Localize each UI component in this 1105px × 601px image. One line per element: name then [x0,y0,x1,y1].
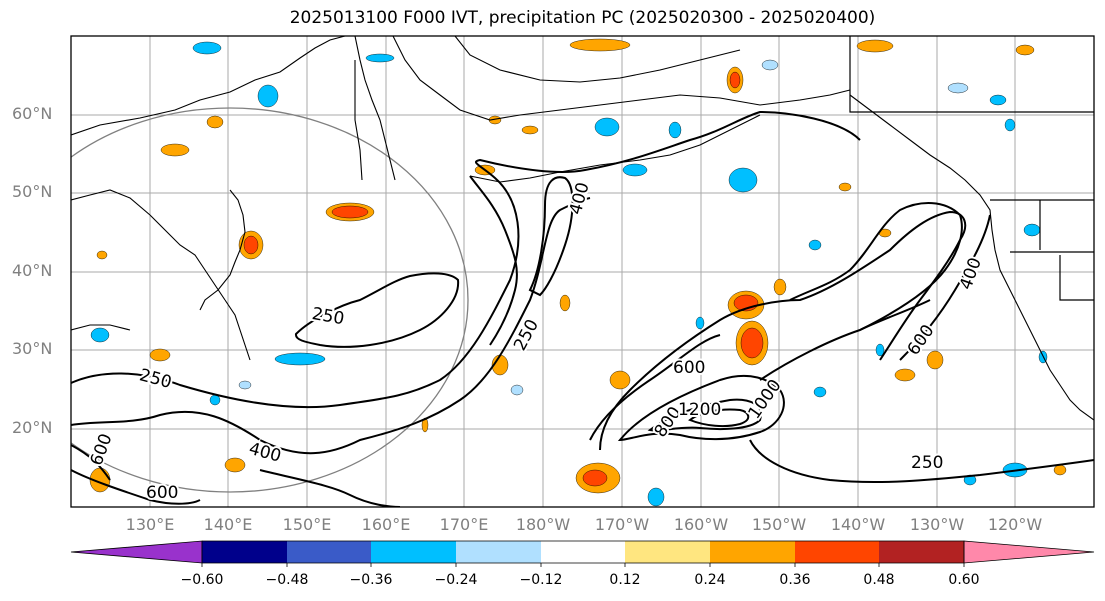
figure-title: 2025013100 F000 IVT, precipitation PC (2… [289,8,876,28]
contour-label: 250 [137,365,174,393]
colorbar-tick-label: 0.24 [694,572,726,588]
colorbar [70,540,1095,567]
contour-labels: 250 250 250 400 400 600 600 600 600 800 … [85,178,988,505]
lon-label: 180°W [515,515,571,534]
colorbar-tick-label: −0.24 [434,572,478,588]
lon-label: 160°E [361,515,411,534]
colorbar-segment [795,541,879,563]
colorbar-min-arrow [70,540,203,564]
lon-label: 140°E [203,515,253,534]
lon-label: 150°E [282,515,332,534]
lon-label: 140°W [830,515,886,534]
colorbar-segment [456,541,541,563]
lat-label-30n: 30°N [12,339,53,358]
lat-label-20n: 20°N [12,418,53,437]
lon-label: 120°W [987,515,1043,534]
ivt-contours [71,110,1094,507]
lon-label: 150°W [751,515,807,534]
contour-label: 250 [510,316,543,354]
lat-label-60n: 60°N [12,104,53,123]
lat-label-50n: 50°N [12,182,53,201]
colorbar-tick-label: −0.12 [519,572,563,588]
lon-label: 170°E [439,515,489,534]
colorbar-tick-label: 0.48 [863,572,895,588]
contour-label: 600 [87,431,117,468]
colorbar-max-arrow [963,540,1095,564]
contour-label: 600 [146,483,178,503]
contour-label: 250 [310,304,345,329]
contour-label: 1200 [678,400,721,420]
lon-label: 130°W [909,515,965,534]
contour-label: 250 [911,453,943,473]
contour-label: 400 [247,439,284,467]
lat-label-40n: 40°N [12,261,53,280]
lon-label: 160°W [673,515,729,534]
region-circle [71,107,469,493]
lon-label: 130°E [125,515,175,534]
colorbar-segment [541,541,625,563]
boundaries [849,36,1094,301]
lon-label: 170°W [594,515,650,534]
coastlines [71,36,1094,421]
colorbar-tick-label: −0.36 [349,572,393,588]
contour-label: 400 [956,255,986,292]
colorbar-segment [371,541,456,563]
graticule [71,36,1094,507]
colorbar-tick-label: 0.12 [609,572,641,588]
precip-patches [89,38,1067,507]
colorbar-tick-label: −0.60 [180,572,224,588]
colorbar-segment [287,541,371,563]
colorbar-segment [625,541,710,563]
map-frame [70,35,1095,508]
colorbar-segment [879,541,964,563]
colorbar-tick-label: −0.48 [265,572,309,588]
colorbar-segment [710,541,795,563]
colorbar-tick-label: 0.36 [779,572,811,588]
colorbar-segment [202,541,287,563]
colorbar-tick-label: 0.60 [948,572,980,588]
contour-label: 600 [673,358,705,378]
